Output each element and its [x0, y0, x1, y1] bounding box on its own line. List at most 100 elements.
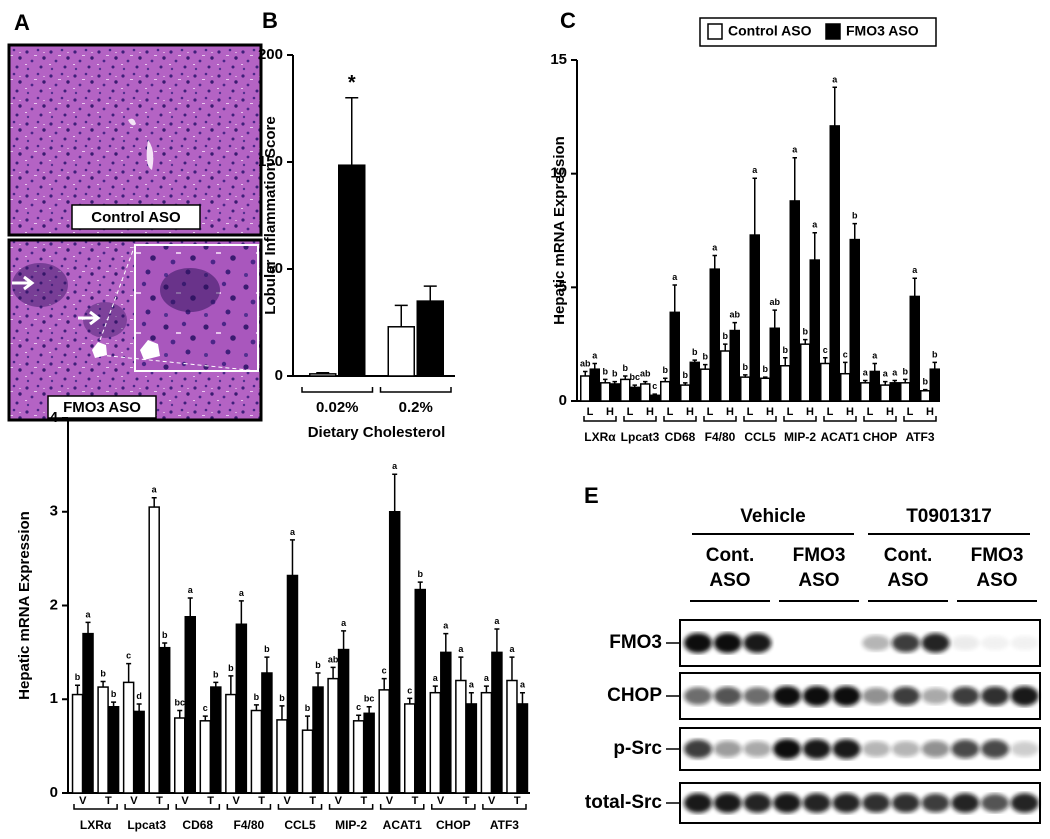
bar — [327, 677, 339, 794]
blot-band — [832, 686, 861, 706]
x-tick-label: 0.02% — [316, 399, 359, 416]
bar — [210, 686, 222, 794]
significance-label: a — [484, 673, 490, 683]
bar — [740, 376, 751, 402]
bar — [880, 384, 891, 402]
error-bar — [305, 715, 311, 731]
bar — [480, 691, 493, 794]
error-bar — [432, 685, 438, 693]
error-bar — [423, 285, 437, 302]
x-tick-label: Lpcat3 — [621, 430, 660, 444]
significance-label: d — [136, 691, 142, 701]
error-bar — [458, 656, 464, 681]
bar — [250, 709, 263, 794]
treatment-label: T0901317 — [906, 506, 992, 527]
bar — [580, 375, 591, 402]
error-bar — [832, 86, 837, 126]
x-tick-label: CCL5 — [284, 818, 316, 832]
blot-band — [891, 741, 920, 757]
error-bar — [315, 672, 321, 688]
x-subcategory-label: V — [284, 795, 292, 807]
x-subcategory-label: T — [258, 795, 265, 807]
error-bar — [443, 632, 449, 653]
significance-label: a — [812, 220, 818, 230]
significance-label: b — [315, 660, 321, 670]
y-axis-label: Hepatic mRNA Expression — [16, 511, 33, 700]
significance-label: b — [903, 366, 909, 376]
x-subcategory-label: H — [606, 406, 614, 418]
error-bar — [783, 357, 788, 366]
blot-band — [981, 635, 1009, 651]
blot-band — [713, 793, 742, 813]
significance-label: b — [623, 363, 629, 373]
bar — [82, 632, 94, 794]
blot-band — [891, 686, 920, 706]
significance-label: c — [126, 651, 131, 661]
panel-label: C — [560, 8, 576, 33]
blot-band — [713, 740, 742, 758]
significance-label: a — [520, 680, 526, 690]
blot-band — [921, 793, 950, 813]
error-bar — [394, 304, 408, 327]
error-bar — [732, 321, 737, 331]
x-subcategory-label: L — [867, 406, 874, 418]
significance-label: a — [892, 368, 898, 378]
blot-band — [951, 793, 980, 813]
x-subcategory-label: L — [787, 406, 794, 418]
y-tick-label: 50 — [266, 260, 283, 277]
group-label: ASO — [798, 570, 839, 591]
group-bracket — [431, 804, 476, 810]
x-subcategory-label: T — [207, 795, 214, 807]
bar — [352, 720, 365, 794]
histology-panel: Control ASO FMO3 ASO — [7, 43, 263, 422]
group-bracket — [482, 804, 527, 810]
x-tick-label: ATF3 — [490, 818, 519, 832]
group-bracket — [623, 416, 657, 422]
group-label: ASO — [976, 570, 1017, 591]
x-tick-label: CD68 — [665, 430, 696, 444]
bar — [276, 719, 288, 794]
bar — [133, 710, 145, 794]
error-bar — [238, 600, 244, 625]
error-bar — [812, 232, 817, 261]
error-bar — [509, 656, 515, 681]
bar — [840, 372, 851, 402]
infiltrate — [160, 268, 220, 312]
significance-label: ab — [328, 654, 339, 664]
x-tick-label: MIP-2 — [784, 430, 816, 444]
bar — [629, 386, 640, 402]
blot-band — [891, 793, 920, 813]
significance-label: a — [290, 527, 296, 537]
x-subcategory-label: V — [386, 795, 394, 807]
blot-band — [802, 793, 831, 813]
x-subcategory-label: H — [646, 406, 654, 418]
bar — [649, 394, 660, 402]
blot-band — [921, 633, 950, 653]
significance-label: c — [652, 381, 657, 391]
bar — [312, 686, 324, 794]
error-bar — [883, 380, 888, 386]
error-bar — [823, 357, 828, 364]
significance-label: bc — [364, 694, 375, 704]
bar — [506, 679, 518, 794]
error-bar — [603, 378, 608, 383]
x-tick-label: MIP-2 — [335, 818, 367, 832]
error-bar — [583, 370, 588, 376]
panel-label: B — [262, 8, 278, 33]
bar — [337, 648, 350, 794]
blot-band — [743, 687, 772, 705]
error-bar — [692, 359, 697, 363]
significance-label: b — [763, 364, 769, 374]
blot-band — [1010, 741, 1039, 757]
blot-band — [773, 686, 802, 706]
bar — [414, 588, 426, 794]
protein-label: CHOP — [607, 685, 662, 706]
group-bracket — [301, 387, 374, 393]
significance-label: a — [341, 618, 347, 628]
significance-label: b — [612, 369, 618, 379]
x-subcategory-label: T — [105, 795, 112, 807]
group-bracket — [124, 804, 169, 810]
blot-band — [684, 793, 712, 813]
bar — [600, 382, 611, 402]
histology-image — [7, 43, 263, 237]
